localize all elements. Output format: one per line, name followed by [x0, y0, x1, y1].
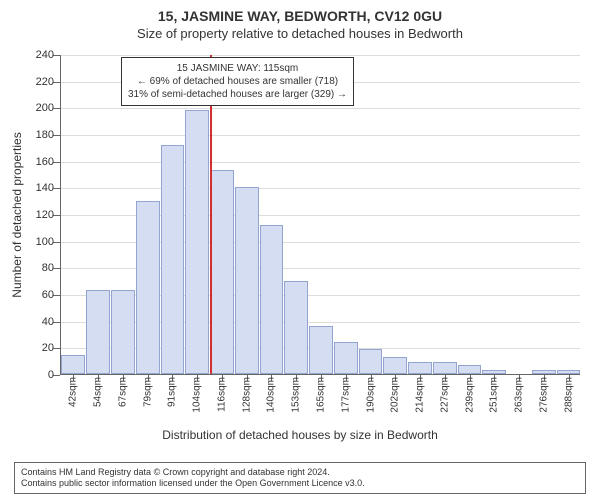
x-tick-label: 104sqm [192, 377, 203, 413]
histogram-bar [408, 362, 432, 374]
annotation-line-2: ← 69% of detached houses are smaller (71… [128, 75, 347, 88]
attribution-line-2: Contains public sector information licen… [21, 478, 579, 489]
y-tick-label: 40 [24, 316, 54, 328]
x-tick-label: 263sqm [514, 377, 525, 413]
x-tick-label: 276sqm [538, 377, 549, 413]
x-tick-label: 177sqm [340, 377, 351, 413]
histogram-bar [334, 342, 358, 374]
y-tick [53, 295, 60, 296]
histogram-bar [235, 187, 259, 374]
histogram-bar [260, 225, 284, 374]
annotation-box: 15 JASMINE WAY: 115sqm← 69% of detached … [121, 57, 354, 106]
histogram-bar [309, 326, 333, 374]
y-tick [53, 242, 60, 243]
x-tick-label: 67sqm [117, 377, 128, 407]
x-tick-label: 227sqm [439, 377, 450, 413]
y-tick [53, 348, 60, 349]
y-tick-label: 100 [24, 236, 54, 248]
x-tick-label: 190sqm [365, 377, 376, 413]
histogram-bar [210, 170, 234, 374]
x-tick-label: 79sqm [142, 377, 153, 407]
y-tick-label: 220 [24, 76, 54, 88]
histogram-bar [383, 357, 407, 374]
histogram-bar [185, 110, 209, 374]
histogram-bar [532, 370, 556, 374]
histogram-bar [359, 349, 383, 374]
y-tick [53, 215, 60, 216]
grid-line [61, 55, 580, 56]
y-tick-label: 0 [24, 369, 54, 381]
x-axis-title: Distribution of detached houses by size … [0, 428, 600, 442]
grid-line [61, 162, 580, 163]
annotation-line-1: 15 JASMINE WAY: 115sqm [128, 62, 347, 75]
histogram-bar [557, 370, 581, 374]
x-tick-label: 153sqm [291, 377, 302, 413]
histogram-bar [482, 370, 506, 374]
page-title: 15, JASMINE WAY, BEDWORTH, CV12 0GU [0, 0, 600, 24]
y-tick [53, 162, 60, 163]
y-tick-label: 200 [24, 102, 54, 114]
x-tick-label: 288sqm [563, 377, 574, 413]
x-tick-label: 202sqm [390, 377, 401, 413]
y-tick [53, 108, 60, 109]
y-tick [53, 268, 60, 269]
y-tick [53, 375, 60, 376]
histogram-bar [284, 281, 308, 374]
y-tick [53, 322, 60, 323]
plot-area: 02040608010012014016018020022024042sqm54… [60, 55, 580, 375]
chart-area: 02040608010012014016018020022024042sqm54… [60, 55, 580, 415]
x-tick-label: 251sqm [489, 377, 500, 413]
attribution-line-1: Contains HM Land Registry data © Crown c… [21, 467, 579, 478]
histogram-bar [161, 145, 185, 374]
x-tick-label: 116sqm [216, 377, 227, 412]
y-tick-label: 140 [24, 182, 54, 194]
y-tick [53, 135, 60, 136]
y-axis-title: Number of detached properties [10, 132, 24, 297]
y-tick-label: 20 [24, 342, 54, 354]
y-tick-label: 120 [24, 209, 54, 221]
x-tick-label: 91sqm [167, 377, 178, 407]
grid-line [61, 188, 580, 189]
y-tick [53, 55, 60, 56]
page-subtitle: Size of property relative to detached ho… [0, 24, 600, 41]
x-tick-label: 239sqm [464, 377, 475, 413]
x-tick-label: 165sqm [316, 377, 327, 413]
y-tick-label: 80 [24, 262, 54, 274]
x-tick-label: 42sqm [68, 377, 79, 407]
y-tick-label: 60 [24, 289, 54, 301]
y-tick-label: 180 [24, 129, 54, 141]
x-tick-label: 128sqm [241, 377, 252, 413]
x-tick-label: 214sqm [415, 377, 426, 413]
histogram-bar [136, 201, 160, 374]
histogram-bar [111, 290, 135, 374]
attribution-box: Contains HM Land Registry data © Crown c… [14, 462, 586, 495]
x-tick-label: 54sqm [93, 377, 104, 407]
annotation-line-3: 31% of semi-detached houses are larger (… [128, 88, 347, 101]
histogram-bar [61, 355, 85, 374]
y-tick-label: 240 [24, 49, 54, 61]
histogram-bar [86, 290, 110, 374]
y-tick [53, 188, 60, 189]
histogram-bar [458, 365, 482, 374]
grid-line [61, 135, 580, 136]
y-tick-label: 160 [24, 156, 54, 168]
histogram-bar [433, 362, 457, 374]
x-tick-label: 140sqm [266, 377, 277, 413]
y-tick [53, 82, 60, 83]
grid-line [61, 108, 580, 109]
